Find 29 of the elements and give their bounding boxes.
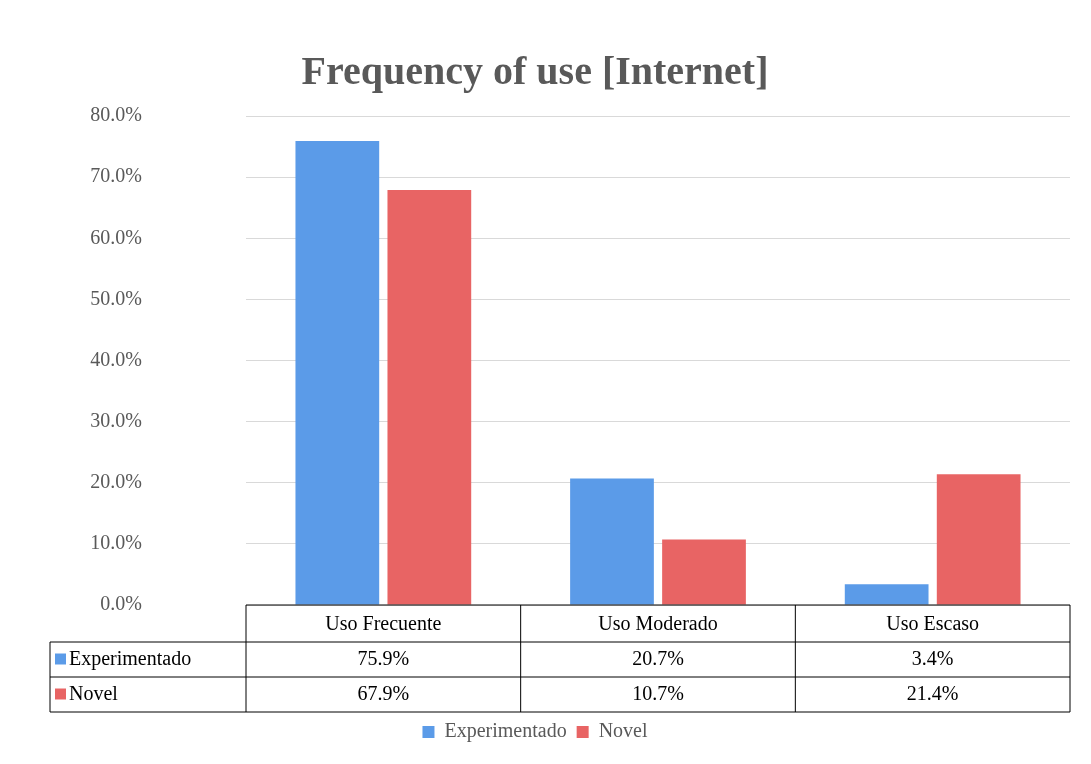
legend-label: Novel (598, 719, 648, 742)
data-label: 21.4% (906, 681, 959, 704)
y-tick-label: 50.0% (90, 286, 142, 309)
x-tick-label: Uso Escaso (886, 612, 980, 635)
y-tick-label: 30.0% (90, 408, 142, 431)
bar (936, 474, 1021, 605)
bar (662, 539, 746, 605)
text: Experimentado (444, 719, 567, 742)
y-tick-label: 0.0% (100, 592, 142, 615)
bar (570, 478, 654, 605)
data-label: 67.9% (357, 681, 410, 704)
y-tick-label: 10.0% (90, 531, 142, 554)
bar (387, 189, 472, 605)
legend-label: Experimentado (69, 646, 192, 670)
text: Novel (69, 681, 118, 704)
x-tick-label: Uso Frecuente (325, 612, 442, 635)
data-label: 75.9% (357, 646, 410, 669)
y-tick-label: 40.0% (90, 347, 142, 370)
data-label: 10.7% (632, 681, 684, 704)
data-label: 3.4% (911, 646, 954, 669)
y-tick-label: 60.0% (90, 225, 142, 248)
chart-title: Frequency of use [Internet] (301, 48, 769, 94)
y-tick-label: 20.0% (90, 470, 142, 492)
bar (295, 141, 380, 605)
data-label: 20.7% (632, 646, 684, 669)
bar (844, 584, 929, 605)
y-tick-label: 80.0% (90, 103, 142, 126)
y-tick-label: 70.0% (90, 164, 142, 187)
x-tick-label: Uso Moderado (598, 612, 718, 635)
